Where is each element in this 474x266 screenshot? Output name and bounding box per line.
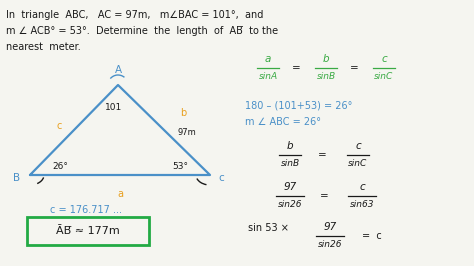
Text: 26°: 26° <box>52 162 68 171</box>
Text: b: b <box>287 141 293 151</box>
Text: b: b <box>180 108 186 118</box>
Text: c: c <box>355 141 361 151</box>
Text: a: a <box>265 54 271 64</box>
Text: sinA: sinA <box>258 72 278 81</box>
Text: m ∠ ABC = 26°: m ∠ ABC = 26° <box>245 117 321 127</box>
Text: m ∠ ACB° = 53°.  Determine  the  length  of  AB̅  to the: m ∠ ACB° = 53°. Determine the length of … <box>6 26 278 36</box>
Text: 101: 101 <box>105 103 123 112</box>
Text: 97m: 97m <box>178 128 197 137</box>
Text: =: = <box>292 63 301 73</box>
Text: B: B <box>13 173 20 183</box>
FancyBboxPatch shape <box>27 217 149 245</box>
Text: c: c <box>381 54 387 64</box>
Text: sinB: sinB <box>317 72 336 81</box>
Text: 97: 97 <box>283 182 297 192</box>
Text: =: = <box>350 63 358 73</box>
Text: b: b <box>323 54 329 64</box>
Text: 180 – (101+53) = 26°: 180 – (101+53) = 26° <box>245 100 352 110</box>
Text: c: c <box>56 121 62 131</box>
Text: a: a <box>117 189 123 199</box>
Text: 97: 97 <box>323 222 337 232</box>
Text: sin 53 ×: sin 53 × <box>248 223 289 233</box>
Text: sinC: sinC <box>374 72 393 81</box>
Text: c: c <box>359 182 365 192</box>
Text: In  triangle  ABC,   AC = 97m,   m∠BAC = 101°,  and: In triangle ABC, AC = 97m, m∠BAC = 101°,… <box>6 10 264 20</box>
Text: sin26: sin26 <box>278 200 302 209</box>
Text: =  c: = c <box>362 231 382 241</box>
Text: A: A <box>114 65 121 75</box>
Text: 53°: 53° <box>172 162 188 171</box>
Text: sinB: sinB <box>281 159 300 168</box>
Text: =: = <box>318 150 327 160</box>
Text: c = 176.717 ...: c = 176.717 ... <box>50 205 122 215</box>
Text: =: = <box>319 191 328 201</box>
Text: nearest  meter.: nearest meter. <box>6 42 81 52</box>
Text: sinC: sinC <box>348 159 368 168</box>
Text: sin63: sin63 <box>350 200 374 209</box>
Text: sin26: sin26 <box>318 240 342 249</box>
Text: c: c <box>218 173 224 183</box>
Text: ĀB̅ ≈ 177m: ĀB̅ ≈ 177m <box>56 226 120 236</box>
